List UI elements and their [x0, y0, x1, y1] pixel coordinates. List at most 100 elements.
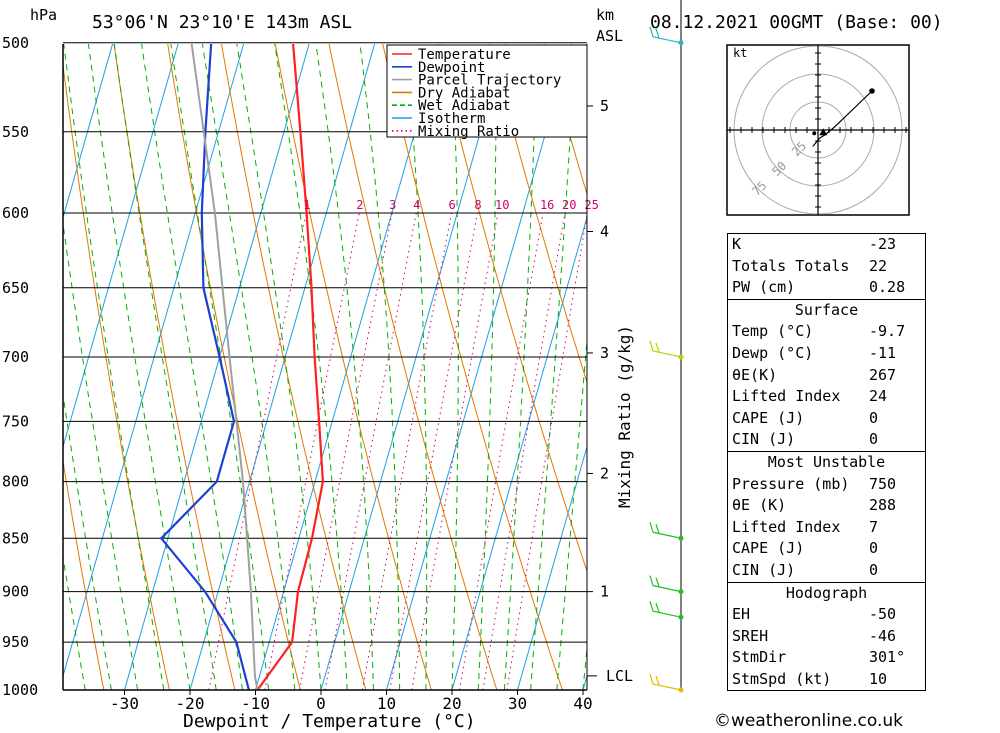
legend-entry: Dry Adiabat — [418, 85, 511, 101]
isotherm-line — [63, 44, 114, 220]
surface-li-label: Lifted Index — [732, 387, 841, 406]
wind-barb — [649, 673, 682, 691]
wet-adiabat-line — [170, 44, 270, 690]
surface-dewp-label: Dewp (°C) — [732, 343, 814, 362]
pressure-tick-label: 800 — [2, 473, 29, 491]
indices-table: K -23 Totals Totals 22 PW (cm) 0.28 Surf… — [727, 233, 926, 692]
mixing-ratio-line — [299, 212, 393, 690]
mu-li-value: 7 — [869, 517, 879, 536]
credit-link[interactable]: ©weatheronline.co.uk — [714, 711, 904, 731]
pressure-tick-label: 600 — [2, 204, 29, 222]
surface-temp-label: Temp (°C) — [732, 322, 814, 341]
pressure-tick-label: 550 — [2, 123, 29, 141]
mixing-ratio-label: 8 — [474, 198, 481, 212]
km-tick-label: 1 — [600, 583, 609, 601]
dry-adiabat-line — [221, 44, 367, 690]
wind-barb — [649, 522, 682, 539]
legend-entry: Isotherm — [418, 111, 485, 127]
surface-cape-label: CAPE (J) — [732, 408, 805, 427]
isotherm-line — [451, 215, 587, 690]
hodograph-unit-label: kt — [733, 46, 747, 60]
km-tick-label: 5 — [600, 97, 609, 115]
surface-cape-row: CAPE (J) 0 — [728, 408, 925, 430]
k-index-label: K — [732, 235, 742, 253]
mu-pressure-value: 750 — [869, 474, 897, 493]
surface-temp-value: -9.7 — [869, 322, 906, 341]
legend-entry: Mixing Ratio — [418, 124, 519, 140]
isotherm-line — [63, 44, 179, 449]
x-tick-label: 0 — [316, 694, 326, 713]
mu-theta-value: 288 — [869, 496, 897, 515]
mixing-ratio-label: 10 — [495, 198, 509, 212]
eh-value: -50 — [869, 605, 897, 624]
mu-li-label: Lifted Index — [732, 517, 841, 536]
pressure-tick-label: 650 — [2, 279, 29, 297]
mixing-ratio-line — [411, 212, 499, 690]
stmspd-value: 10 — [869, 669, 888, 688]
wet-adiabat-line — [141, 44, 243, 690]
surface-temp-row: Temp (°C) -9.7 — [728, 321, 925, 343]
stmdir-label: StmDir — [732, 648, 787, 667]
stmspd-label: StmSpd (kt) — [732, 669, 832, 688]
mu-cin-row: CIN (J) 0 — [728, 560, 925, 582]
stmdir-value: 301° — [869, 648, 906, 667]
surface-header: Surface — [728, 298, 925, 322]
dry-adiabat-line — [167, 44, 301, 690]
pressure-tick-label: 850 — [2, 529, 29, 547]
surface-cin-label: CIN (J) — [732, 430, 796, 449]
mu-pressure-label: Pressure (mb) — [732, 474, 850, 493]
x-tick-label: 30 — [508, 694, 527, 713]
datetime-title: 08.12.2021 00GMT (Base: 00) — [650, 12, 943, 33]
pressure-tick-label: 700 — [2, 348, 29, 366]
storm-motion-marker — [819, 128, 828, 136]
mu-theta-label: θE (K) — [732, 496, 787, 515]
mu-pressure-row: Pressure (mb) 750 — [728, 474, 925, 496]
pressure-tick-label: 750 — [2, 412, 29, 430]
eh-label: EH — [732, 605, 751, 624]
mu-cin-label: CIN (J) — [732, 560, 796, 579]
stmspd-row: StmSpd (kt) 10 — [728, 669, 925, 691]
mu-li-row: Lifted Index 7 — [728, 517, 925, 539]
surface-li-row: Lifted Index 24 — [728, 386, 925, 408]
wind-barb — [649, 575, 682, 593]
eh-row: EH -50 — [728, 604, 925, 626]
surface-dewp-row: Dewp (°C) -11 — [728, 343, 925, 365]
legend-entry: Parcel Trajectory — [418, 73, 561, 89]
mu-cape-label: CAPE (J) — [732, 539, 805, 558]
hodograph-top-point — [869, 88, 875, 94]
wind-barb — [649, 340, 682, 358]
sreh-row: SREH -46 — [728, 626, 925, 648]
legend-entry: Temperature — [418, 47, 511, 63]
location-title: 53°06'N 23°10'E 143m ASL — [92, 12, 352, 33]
dry-adiabat-line — [943, 0, 1000, 690]
temperature-profile — [256, 44, 325, 690]
wet-adiabat-line — [477, 44, 497, 690]
x-tick-label: 40 — [573, 694, 592, 713]
km-label: km — [596, 6, 614, 24]
pressure-tick-label: 950 — [2, 633, 29, 651]
wet-adiabat-line — [315, 44, 374, 690]
wet-adiabat-line — [87, 44, 191, 690]
mu-cape-row: CAPE (J) 0 — [728, 538, 925, 560]
mixing-ratio-axis-label: Mixing Ratio (g/kg) — [615, 325, 634, 508]
mu-cin-value: 0 — [869, 560, 879, 579]
wind-barb — [649, 601, 682, 618]
mixing-ratio-label: 20 — [562, 198, 576, 212]
legend-entry: Wet Adiabat — [418, 98, 511, 114]
x-axis-label: Dewpoint / Temperature (°C) — [183, 711, 476, 732]
wind-barb-column — [649, 0, 684, 693]
mixing-ratio-label: 3 — [389, 198, 396, 212]
x-tick-label: 10 — [377, 694, 396, 713]
k-index-value: -23 — [869, 235, 897, 253]
most-unstable-header: Most Unstable — [728, 450, 925, 474]
hodograph-mean-point — [812, 131, 817, 136]
wet-adiabat-line — [405, 44, 428, 690]
mixing-ratio-label: 4 — [413, 198, 420, 212]
x-tick-label: -30 — [110, 694, 139, 713]
surface-li-value: 24 — [869, 387, 888, 406]
legend-entry: Dewpoint — [418, 60, 485, 76]
surface-theta-row: θE(K) 267 — [728, 365, 925, 387]
surface-cin-row: CIN (J) 0 — [728, 429, 925, 451]
